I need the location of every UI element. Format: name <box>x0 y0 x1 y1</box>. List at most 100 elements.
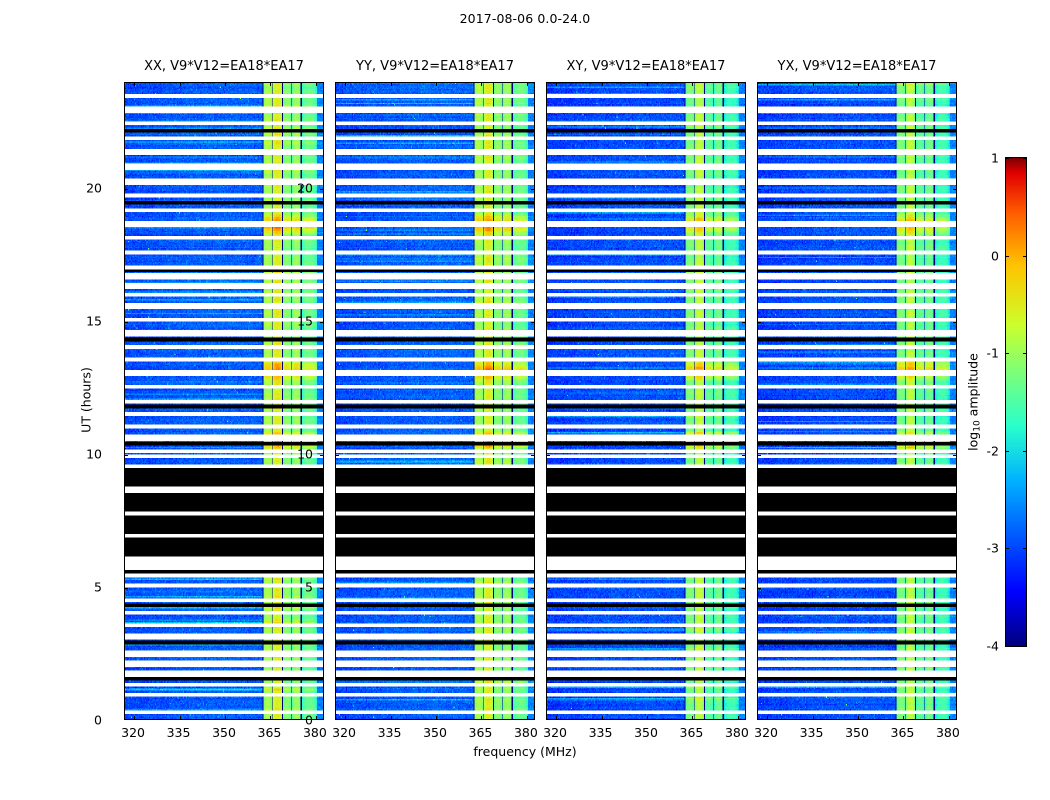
x-tick-top <box>767 83 769 86</box>
x-tick-top <box>692 83 694 86</box>
waterfall-plot-yx[interactable] <box>757 82 957 720</box>
x-tick-label: 350 <box>845 725 869 740</box>
x-tick-top <box>601 83 603 86</box>
y-tick <box>336 322 339 324</box>
colorbar-tick <box>1023 158 1027 159</box>
x-tick-label: 350 <box>423 725 447 740</box>
x-tick-top <box>134 83 136 86</box>
colorbar-tick-label: 1 <box>991 150 999 166</box>
panel-title-yy: YY, V9*V12=EA18*EA17 <box>356 59 514 74</box>
y-tick-right <box>953 588 956 590</box>
y-tick <box>547 588 550 590</box>
y-tick-right <box>953 189 956 191</box>
x-tick-top <box>225 83 226 86</box>
waterfall-image-xy <box>547 83 745 719</box>
y-tick-right <box>531 588 534 590</box>
x-tick <box>903 716 905 719</box>
x-tick <box>601 716 603 719</box>
x-tick-label: 380 <box>724 725 749 740</box>
y-tick-label: 20 <box>297 180 313 196</box>
y-tick-right <box>742 455 745 457</box>
y-tick-right <box>953 322 956 324</box>
y-tick <box>125 322 128 324</box>
y-tick <box>125 189 128 191</box>
x-tick <box>767 716 769 719</box>
y-tick <box>547 189 550 191</box>
waterfall-plot-xx[interactable] <box>124 82 324 720</box>
x-tick-top <box>556 83 558 86</box>
x-tick-label: 335 <box>588 725 613 740</box>
colorbar-tick-label: 0 <box>991 248 999 264</box>
x-tick-top <box>270 83 272 86</box>
y-tick-label: 0 <box>94 712 102 728</box>
colorbar-tick-label: -4 <box>986 638 999 654</box>
x-tick-label: 380 <box>302 725 327 740</box>
y-tick-label: 0 <box>305 712 313 728</box>
x-tick-top <box>436 83 437 86</box>
x-tick-label: 320 <box>332 725 357 740</box>
x-tick <box>692 716 694 719</box>
colorbar-title-main: log <box>965 431 981 451</box>
y-tick-right <box>742 189 745 191</box>
colorbar[interactable]: -4 -3 -2 -1 0 1 <box>987 151 1027 654</box>
x-tick-top <box>526 83 528 86</box>
y-tick-label: 15 <box>297 313 313 329</box>
x-tick <box>526 716 528 719</box>
y-tick <box>125 588 128 590</box>
x-tick-label: 320 <box>754 725 779 740</box>
colorbar-tick-label: -1 <box>986 345 999 361</box>
waterfall-image-yy <box>336 83 534 719</box>
panel-yx: YX, V9*V12=EA18*EA17 320 335 350 365 380 0 5 10… <box>297 59 960 740</box>
y-tick-label: 10 <box>86 446 102 462</box>
colorbar-tick <box>1005 548 1009 550</box>
y-tick-right <box>320 322 323 324</box>
waterfall-image-xx <box>125 83 323 719</box>
y-tick-right <box>320 189 323 191</box>
colorbar-tick <box>1005 646 1009 647</box>
x-tick-label: 365 <box>890 725 915 740</box>
y-tick <box>336 455 339 457</box>
x-tick <box>390 716 392 719</box>
x-tick <box>345 716 347 719</box>
panel-title-xx: XX, V9*V12=EA18*EA17 <box>144 59 304 74</box>
x-tick-top <box>858 83 859 86</box>
y-tick-right <box>320 588 323 590</box>
x-tick-label: 380 <box>513 725 538 740</box>
waterfall-image-yx <box>758 83 956 719</box>
y-tick-label: 10 <box>297 446 313 462</box>
x-tick-top <box>179 83 181 86</box>
x-tick-label: 365 <box>257 725 282 740</box>
colorbar-tick <box>1005 255 1009 257</box>
panel-title-xy: XY, V9*V12=EA18*EA17 <box>566 59 726 74</box>
x-tick-top <box>812 83 814 86</box>
y-tick <box>547 322 550 324</box>
y-tick-right <box>531 322 534 324</box>
y-tick-right <box>742 588 745 590</box>
y-tick-right <box>742 322 745 324</box>
y-tick-label: 15 <box>86 313 102 329</box>
x-tick <box>737 716 739 719</box>
waterfall-plot-xy[interactable] <box>546 82 746 720</box>
y-tick-right <box>953 455 956 457</box>
x-tick <box>134 716 136 719</box>
x-tick-label: 335 <box>377 725 402 740</box>
panel-xy: XY, V9*V12=EA18*EA17 320 335 350 365 380 0 5 10… <box>86 59 749 740</box>
colorbar-title: log10 amplitude <box>966 353 983 451</box>
x-tick-label: 350 <box>212 725 236 740</box>
x-tick <box>270 716 272 719</box>
y-tick <box>758 189 761 191</box>
x-tick <box>436 716 437 719</box>
colorbar-title-sub: 10 <box>972 420 983 432</box>
y-axis-title: UT (hours) <box>78 367 94 433</box>
colorbar-tick <box>1023 450 1027 452</box>
x-tick <box>948 716 950 719</box>
colorbar-tick <box>1023 255 1027 257</box>
y-tick <box>336 588 339 590</box>
x-tick-label: 335 <box>166 725 191 740</box>
waterfall-plot-yy[interactable] <box>335 82 535 720</box>
y-tick <box>336 189 339 191</box>
colorbar-tick <box>1023 353 1027 355</box>
colorbar-tick <box>1005 158 1009 159</box>
x-tick <box>481 716 483 719</box>
